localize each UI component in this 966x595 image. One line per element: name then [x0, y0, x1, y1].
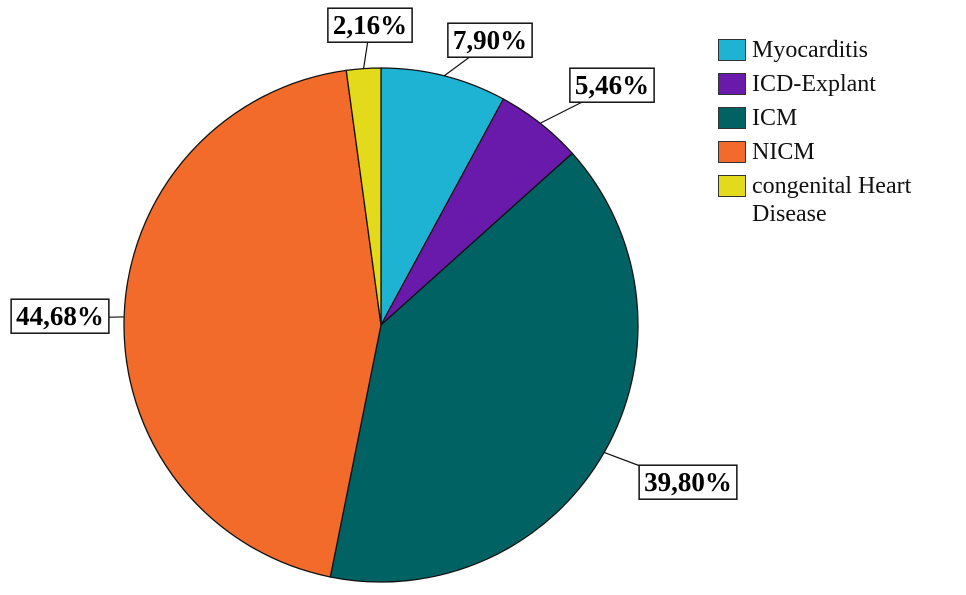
legend-item: Myocarditis — [718, 36, 963, 64]
value-label: 5,46% — [539, 67, 655, 124]
value-label: 7,90% — [443, 22, 533, 77]
pie-slice — [380, 67, 505, 326]
value-label: 39,80% — [603, 451, 738, 500]
legend-label: ICM — [752, 105, 798, 131]
value-label-text: 44,68% — [16, 301, 104, 331]
legend-item: ICD-Explant — [718, 70, 963, 98]
legend-label: NICM — [752, 139, 815, 165]
legend-swatch — [718, 73, 746, 95]
value-label-text: 39,80% — [644, 467, 732, 497]
legend: Myocarditis ICD-Explant ICM NICM congenital … — [718, 36, 963, 234]
pie-slice — [329, 152, 639, 583]
value-label-text: 2,16% — [333, 10, 407, 40]
legend-label: ICD-Explant — [752, 71, 876, 97]
label-box — [10, 298, 110, 334]
legend-item: NICM — [718, 138, 963, 166]
legend-swatch — [718, 39, 746, 61]
label-box — [569, 67, 655, 103]
value-label: 2,16% — [327, 7, 413, 69]
legend-swatch — [718, 107, 746, 129]
pie-slice — [123, 69, 382, 578]
value-label-text: 5,46% — [575, 70, 649, 100]
legend-item: congenital Heart Disease — [718, 172, 963, 228]
legend-item: ICM — [718, 104, 963, 132]
value-label: 44,68% — [10, 298, 125, 334]
legend-swatch — [718, 175, 746, 197]
legend-swatch — [718, 141, 746, 163]
value-label-text: 7,90% — [453, 25, 527, 55]
legend-label: Myocarditis — [752, 37, 868, 63]
label-box — [638, 464, 738, 500]
label-box — [327, 7, 413, 43]
label-box — [447, 22, 533, 58]
legend-label: congenital Heart Disease — [752, 173, 912, 227]
